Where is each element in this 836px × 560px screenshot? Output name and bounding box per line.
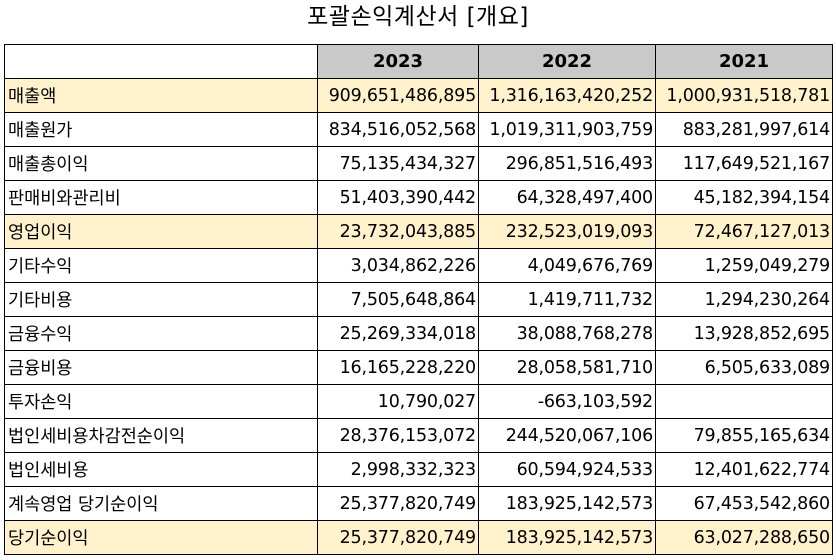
value-cell-2023: 23,732,043,885 — [317, 214, 479, 249]
value-cell-2022: 1,316,163,420,252 — [478, 78, 656, 113]
value-cell-2021: 72,467,127,013 — [655, 214, 833, 249]
value-cell-2022: 64,328,497,400 — [478, 180, 656, 215]
value-cell-2021: 67,453,542,860 — [655, 486, 833, 521]
value-cell-2023: 834,516,052,568 — [317, 112, 479, 147]
table-row: 금융비용 16,165,228,220 28,058,581,710 6,505,63… — [4, 350, 833, 385]
value-cell-2023: 909,651,486,895 — [317, 78, 479, 113]
header-corner-cell — [4, 44, 318, 79]
table-row: 영업이익 23,732,043,885 232,523,019,093 72,467,… — [4, 214, 833, 249]
value-cell-2023: 16,165,228,220 — [317, 350, 479, 385]
table-row: 금융수익 25,269,334,018 38,088,768,278 13,928,8… — [4, 316, 833, 351]
value-cell-2021: 1,259,049,279 — [655, 248, 833, 283]
table-row: 매출원가 834,516,052,568 1,019,311,903,759 883,… — [4, 112, 833, 147]
column-header-2021: 2021 — [655, 44, 833, 79]
column-header-2022: 2022 — [478, 44, 656, 79]
table-row: 투자손익 10,790,027 -663,103,592 — [4, 384, 833, 419]
row-label: 당기순이익 — [4, 520, 318, 555]
row-label: 기타비용 — [4, 282, 318, 317]
row-label: 금융수익 — [4, 316, 318, 351]
row-label: 매출원가 — [4, 112, 318, 147]
value-cell-2023: 25,377,820,749 — [317, 486, 479, 521]
value-cell-2023: 51,403,390,442 — [317, 180, 479, 215]
value-cell-2021 — [655, 384, 833, 419]
page-title: 포괄손익계산서 [개요] — [307, 4, 529, 30]
value-cell-2021: 6,505,633,089 — [655, 350, 833, 385]
value-cell-2023: 3,034,862,226 — [317, 248, 479, 283]
value-cell-2023: 7,505,648,864 — [317, 282, 479, 317]
row-label: 기타수익 — [4, 248, 318, 283]
value-cell-2022: 183,925,142,573 — [478, 486, 656, 521]
row-label: 금융비용 — [4, 350, 318, 385]
row-label: 매출액 — [4, 78, 318, 113]
value-cell-2022: -663,103,592 — [478, 384, 656, 419]
row-label: 매출총이익 — [4, 146, 318, 181]
value-cell-2021: 63,027,288,650 — [655, 520, 833, 555]
value-cell-2023: 28,376,153,072 — [317, 418, 479, 453]
value-cell-2022: 232,523,019,093 — [478, 214, 656, 249]
table-row: 법인세비용차감전순이익 28,376,153,072 244,520,067,106… — [4, 418, 833, 453]
row-label: 계속영업 당기순이익 — [4, 486, 318, 521]
value-cell-2023: 25,377,820,749 — [317, 520, 479, 555]
value-cell-2021: 883,281,997,614 — [655, 112, 833, 147]
table-row: 법인세비용 2,998,332,323 60,594,924,533 12,401,6… — [4, 452, 833, 487]
value-cell-2022: 244,520,067,106 — [478, 418, 656, 453]
value-cell-2022: 60,594,924,533 — [478, 452, 656, 487]
value-cell-2022: 38,088,768,278 — [478, 316, 656, 351]
table-body: 매출액 909,651,486,895 1,316,163,420,252 1,000… — [4, 78, 833, 555]
row-label: 법인세비용차감전순이익 — [4, 418, 318, 453]
row-label: 영업이익 — [4, 214, 318, 249]
table-row: 기타비용 7,505,648,864 1,419,711,732 1,294,230,… — [4, 282, 833, 317]
value-cell-2021: 1,000,931,518,781 — [655, 78, 833, 113]
value-cell-2021: 117,649,521,167 — [655, 146, 833, 181]
value-cell-2021: 12,401,622,774 — [655, 452, 833, 487]
header-row: 2023 2022 2021 — [4, 44, 833, 79]
column-header-2023: 2023 — [317, 44, 479, 79]
table-row: 매출액 909,651,486,895 1,316,163,420,252 1,000… — [4, 78, 833, 113]
value-cell-2022: 1,019,311,903,759 — [478, 112, 656, 147]
value-cell-2021: 1,294,230,264 — [655, 282, 833, 317]
income-statement-table: 2023 2022 2021 매출액 909,651,486,895 1,316,1… — [4, 44, 833, 555]
row-label: 판매비와관리비 — [4, 180, 318, 215]
value-cell-2022: 183,925,142,573 — [478, 520, 656, 555]
table-row: 계속영업 당기순이익 25,377,820,749 183,925,142,573 6… — [4, 486, 833, 521]
value-cell-2021: 45,182,394,154 — [655, 180, 833, 215]
table-row: 매출총이익 75,135,434,327 296,851,516,493 117,64… — [4, 146, 833, 181]
row-label: 법인세비용 — [4, 452, 318, 487]
value-cell-2022: 4,049,676,769 — [478, 248, 656, 283]
value-cell-2023: 10,790,027 — [317, 384, 479, 419]
value-cell-2021: 79,855,165,634 — [655, 418, 833, 453]
value-cell-2021: 13,928,852,695 — [655, 316, 833, 351]
value-cell-2022: 1,419,711,732 — [478, 282, 656, 317]
table-row: 당기순이익 25,377,820,749 183,925,142,573 63,027… — [4, 520, 833, 555]
value-cell-2023: 2,998,332,323 — [317, 452, 479, 487]
table-row: 판매비와관리비 51,403,390,442 64,328,497,400 45,18… — [4, 180, 833, 215]
value-cell-2022: 28,058,581,710 — [478, 350, 656, 385]
value-cell-2022: 296,851,516,493 — [478, 146, 656, 181]
table-row: 기타수익 3,034,862,226 4,049,676,769 1,259,049,… — [4, 248, 833, 283]
value-cell-2023: 25,269,334,018 — [317, 316, 479, 351]
row-label: 투자손익 — [4, 384, 318, 419]
value-cell-2023: 75,135,434,327 — [317, 146, 479, 181]
